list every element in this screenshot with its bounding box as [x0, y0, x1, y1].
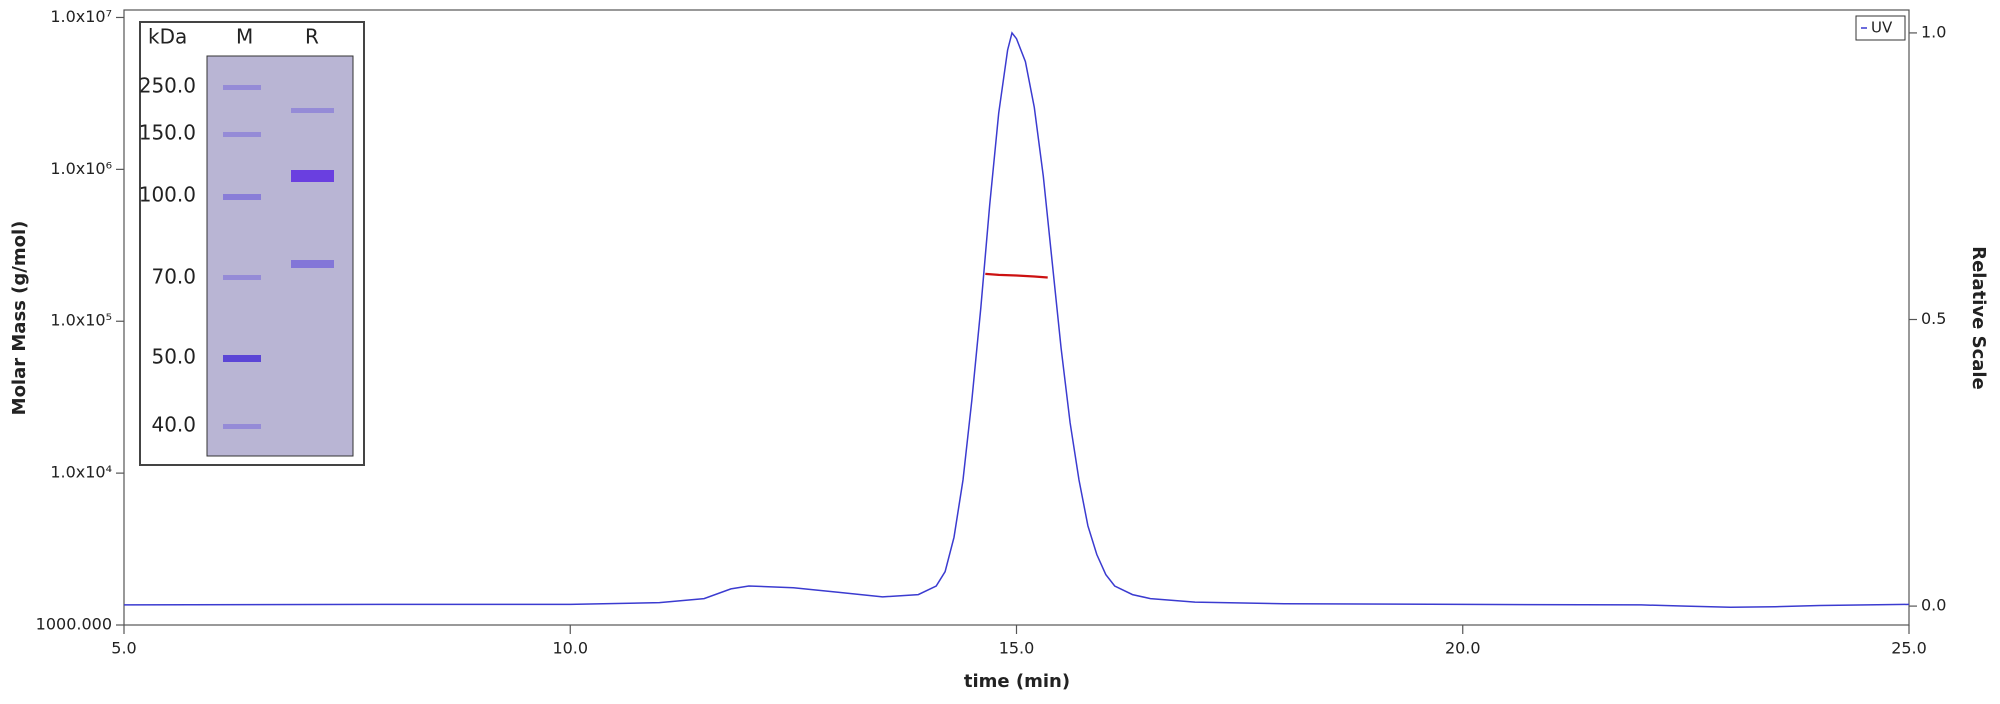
- marker-bands: [223, 85, 334, 429]
- x-tick-label: 10.0: [552, 639, 588, 658]
- band: [223, 132, 261, 137]
- y2-axis-title: Relative Scale: [1968, 246, 1989, 390]
- y-tick-label: 1.0x10⁶: [50, 159, 112, 178]
- y2-tick-label: 1.0: [1921, 22, 1946, 41]
- inset-header: kDa: [148, 25, 187, 49]
- legend-label: UV: [1871, 19, 1893, 37]
- marker-label: 150.0: [139, 121, 196, 145]
- marker-label: 250.0: [139, 74, 196, 98]
- x-tick-label: 20.0: [1445, 639, 1481, 658]
- band: [291, 108, 334, 113]
- inset-header: M: [236, 25, 253, 49]
- series-line: [123, 31, 1910, 608]
- gel: [206, 55, 354, 457]
- x-axis-title: time (min): [964, 671, 1070, 692]
- marker-label: 50.0: [151, 345, 196, 369]
- x-tick-label: 5.0: [111, 639, 136, 658]
- plot-frame: [123, 9, 1910, 626]
- gel-inset: [139, 21, 365, 466]
- y-tick-label: 1.0x10⁷: [50, 7, 112, 26]
- band: [291, 260, 334, 268]
- marker-label: 100.0: [139, 183, 196, 207]
- series-line: [985, 272, 1048, 279]
- y-tick-label: 1.0x10⁵: [50, 311, 112, 330]
- band: [223, 424, 261, 429]
- y-tick-label: 1.0x10⁴: [50, 463, 112, 482]
- y2-tick-label: 0.5: [1921, 309, 1946, 328]
- x-tick-label: 15.0: [999, 639, 1035, 658]
- band: [291, 170, 334, 182]
- marker-label: 40.0: [151, 413, 196, 437]
- x-tick-label: 25.0: [1891, 639, 1927, 658]
- y2-tick-label: 0.0: [1921, 596, 1946, 615]
- inset-header: R: [305, 25, 319, 49]
- band: [223, 275, 261, 280]
- y-axis-title: Molar Mass (g/mol): [9, 221, 30, 416]
- band: [223, 194, 261, 200]
- marker-label: 70.0: [151, 265, 196, 289]
- band: [223, 85, 261, 90]
- y-tick-label: 1000.000: [36, 615, 112, 634]
- band: [223, 355, 261, 362]
